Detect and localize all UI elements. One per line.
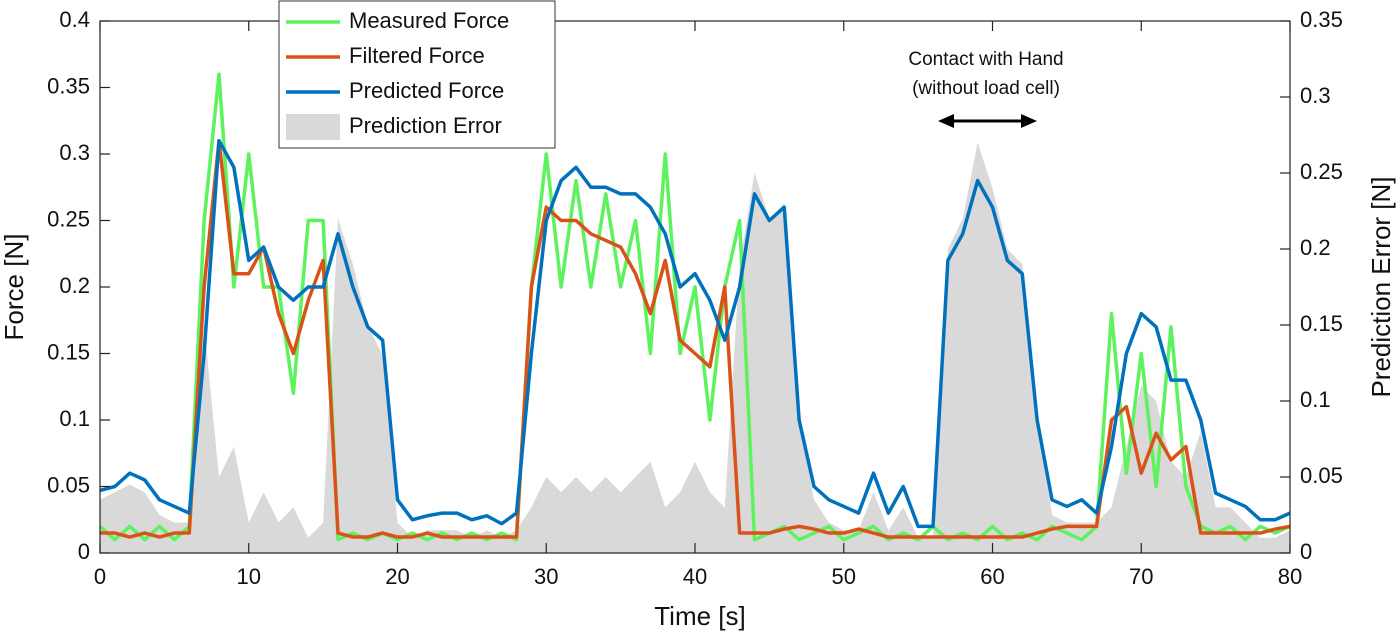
y2-tick-label: 0.35	[1300, 7, 1343, 32]
legend-label: Filtered Force	[349, 43, 485, 68]
x-axis-label: Time [s]	[654, 601, 745, 631]
legend-swatch	[286, 114, 340, 140]
y-tick-label: 0.3	[59, 140, 90, 165]
plot-area: 0 10 20 30 40 50 60 70 8000.050.10.150.20.250.30…	[47, 7, 1343, 589]
y2-tick-label: 0.2	[1300, 235, 1331, 260]
x-tick-label: 20	[385, 564, 409, 589]
y2-tick-label: 0.15	[1300, 311, 1343, 336]
y-tick-label: 0.4	[59, 7, 90, 32]
y-tick-label: 0	[78, 539, 90, 564]
x-tick-label: 80	[1278, 564, 1302, 589]
legend-label: Prediction Error	[349, 113, 502, 138]
legend: Measured Force Filtered Force Predicted Fo…	[278, 0, 556, 149]
x-tick-label: 50	[832, 564, 856, 589]
y-tick-label: 0.35	[47, 73, 90, 98]
y2-tick-label: 0	[1300, 539, 1312, 564]
y2-axis-label: Prediction Error [N]	[1366, 176, 1396, 397]
x-tick-label: 40	[683, 564, 707, 589]
y-tick-label: 0.1	[59, 406, 90, 431]
y2-tick-label: 0.3	[1300, 83, 1331, 108]
annotation: (without load cell)	[912, 78, 1060, 99]
y2-tick-label: 0.1	[1300, 387, 1331, 412]
y-tick-label: 0.25	[47, 206, 90, 231]
legend-label: Measured Force	[349, 8, 509, 33]
y-tick-label: 0.05	[47, 472, 90, 497]
series-line	[99, 138, 1291, 529]
series-line	[100, 138, 1291, 539]
y2-tick-label: 0.25	[1300, 159, 1343, 184]
x-tick-label: 30	[534, 564, 558, 589]
legend-label: Predicted Force	[349, 78, 504, 103]
y-axis-label: Force [N]	[0, 234, 29, 341]
x-tick-label: 60	[980, 564, 1004, 589]
x-tick-label: 70	[1129, 564, 1153, 589]
annotation-arrow	[938, 114, 1037, 128]
error-area	[100, 142, 1290, 553]
x-tick-label: 0	[94, 564, 106, 589]
y-tick-label: 0.15	[47, 339, 90, 364]
x-tick-label: 10	[237, 564, 261, 589]
y-tick-label: 0.2	[59, 273, 90, 298]
annotation: Contact with Hand	[908, 49, 1063, 70]
y2-tick-label: 0.05	[1300, 463, 1343, 488]
